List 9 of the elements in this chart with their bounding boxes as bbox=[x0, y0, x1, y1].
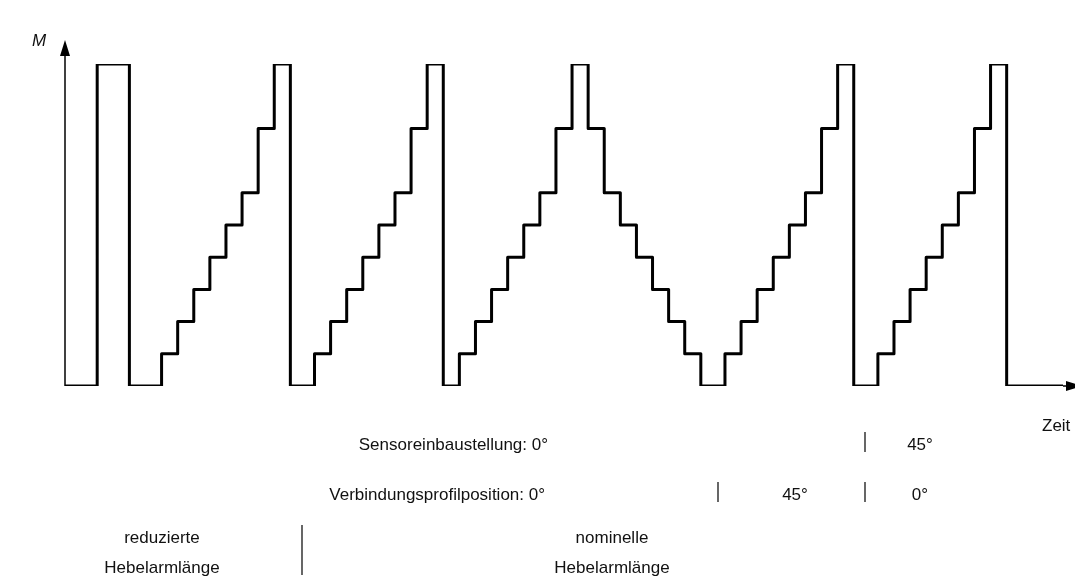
text: Sensoreinbaustellung: 0° bbox=[358, 434, 548, 456]
y-axis-title: M bbox=[32, 30, 47, 52]
text: nominelle Hebelarmlänge bbox=[553, 527, 671, 579]
text: 45° bbox=[781, 484, 809, 506]
text: Verbindungsprofilposition: 0° bbox=[329, 484, 545, 506]
text: 45° bbox=[906, 434, 934, 456]
text: reduzierte Hebelarmlänge bbox=[103, 527, 221, 579]
x-axis-title: Zeit bbox=[1042, 415, 1071, 437]
text: 0° bbox=[910, 484, 930, 506]
